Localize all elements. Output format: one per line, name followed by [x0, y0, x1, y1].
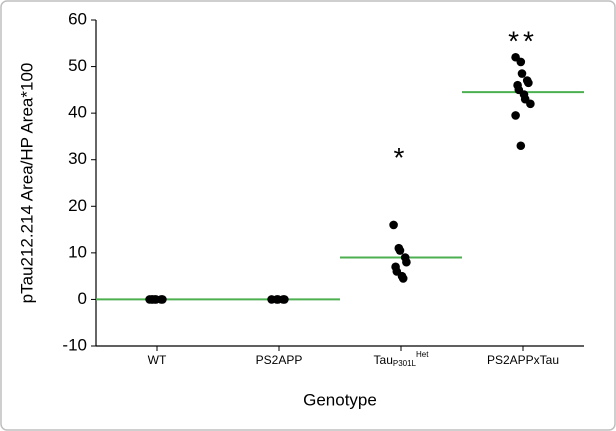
data-point	[158, 295, 167, 304]
y-axis-label: pTau212.214 Area/HP Area*100	[17, 63, 36, 304]
data-point	[526, 99, 535, 109]
y-tick-label: 20	[68, 196, 87, 215]
annotation: *	[394, 142, 409, 173]
label-sup: Het	[416, 350, 429, 359]
data-point	[511, 111, 520, 120]
x-tick-label: PS2APPxTau	[487, 353, 559, 367]
y-tick-label: 50	[68, 56, 87, 75]
data-point	[516, 57, 526, 67]
data-point	[395, 246, 405, 255]
data-point	[389, 220, 398, 230]
data-point	[402, 257, 411, 267]
data-point	[398, 274, 408, 283]
annotation: **	[508, 26, 538, 57]
x-tick-label: TauP301LHet	[374, 350, 430, 368]
y-tick-label: -10	[62, 335, 87, 354]
data-point	[280, 295, 289, 304]
y-tick-label: 60	[68, 9, 87, 28]
label-main: Tau	[374, 353, 393, 367]
y-tick-label: 30	[68, 149, 87, 168]
y-tick-label: 0	[78, 289, 87, 308]
y-tick-label: 10	[68, 242, 87, 261]
data-point	[517, 69, 527, 78]
y-tick-label: 40	[68, 103, 87, 122]
label-sub: P301L	[393, 359, 417, 368]
x-axis-label: Genotype	[303, 390, 377, 409]
data-point	[148, 295, 158, 304]
data-point	[516, 141, 526, 151]
x-tick-label: WT	[148, 353, 167, 367]
data-point	[524, 78, 533, 88]
x-tick-label: PS2APP	[256, 353, 303, 367]
